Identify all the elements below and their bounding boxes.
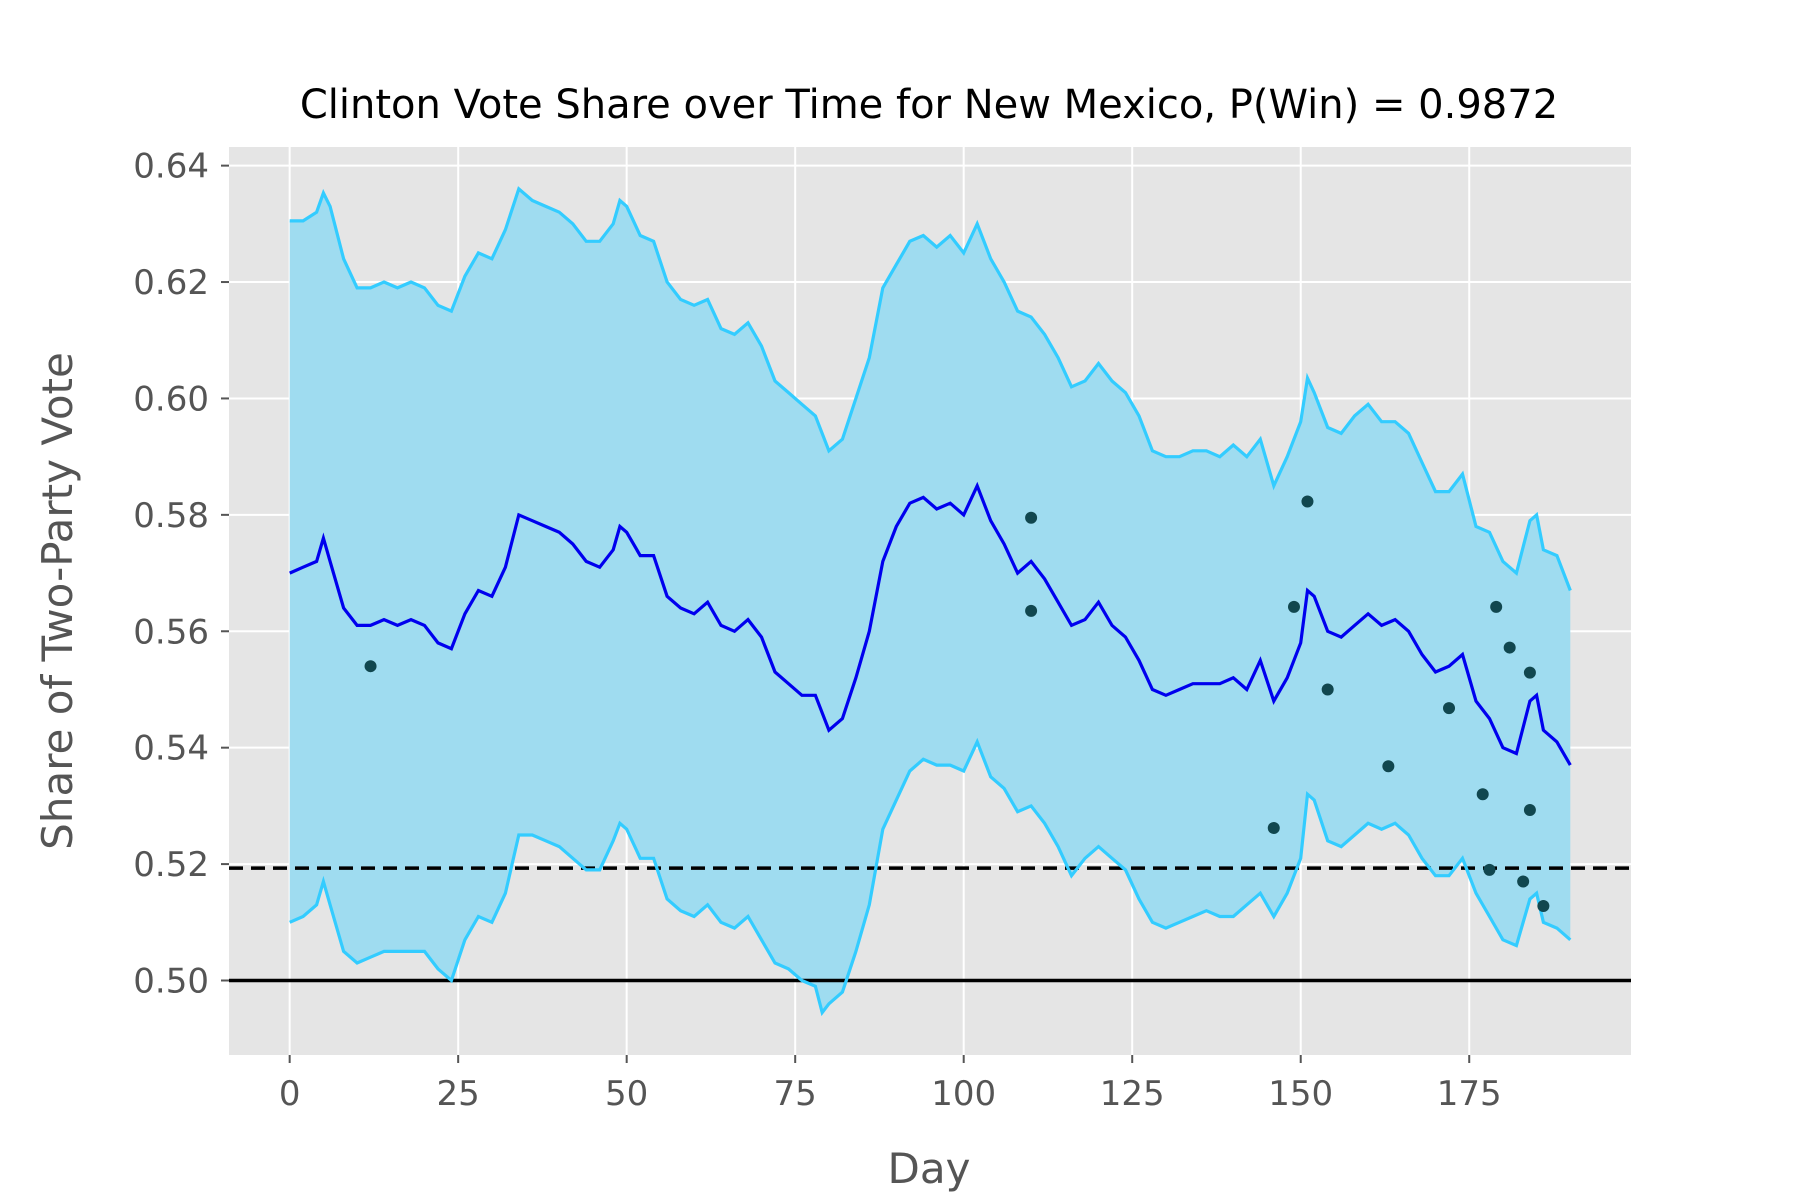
y-axis-label: Share of Two-Party Vote xyxy=(33,352,82,850)
poll-point xyxy=(1523,666,1536,679)
y-tick-label: 0.58 xyxy=(133,496,209,536)
x-tick-label: 100 xyxy=(931,1074,996,1114)
y-tick-label: 0.52 xyxy=(133,845,209,885)
poll-point xyxy=(1321,683,1334,696)
poll-point xyxy=(1025,511,1038,524)
y-tick-label: 0.64 xyxy=(133,147,209,187)
x-tick-label: 150 xyxy=(1268,1074,1333,1114)
mean-vote-share-line xyxy=(289,481,1572,766)
y-tick-label: 0.56 xyxy=(133,612,209,652)
poll-point xyxy=(1523,803,1536,816)
poll-point xyxy=(1267,822,1280,834)
x-tick-label: 0 xyxy=(279,1074,301,1114)
poll-point xyxy=(1443,702,1456,715)
x-tick-label: 75 xyxy=(774,1074,817,1114)
poll-point xyxy=(1537,899,1550,912)
poll-point xyxy=(1517,875,1530,888)
y-tick-label: 0.54 xyxy=(133,729,209,769)
poll-point xyxy=(1490,600,1503,613)
poll-points xyxy=(364,495,1550,912)
poll-point xyxy=(1287,600,1300,613)
poll-point xyxy=(1483,863,1496,876)
reference-lines xyxy=(229,866,1631,983)
poll-point xyxy=(1476,788,1489,801)
y-tick-label: 0.60 xyxy=(133,379,209,419)
poll-point xyxy=(1503,641,1516,654)
x-tick-label: 125 xyxy=(1100,1074,1165,1114)
upper-bound-line xyxy=(289,186,1572,592)
x-tick-label: 50 xyxy=(605,1074,648,1114)
x-axis-ticks: 0 25 50 75 100 125 150 175 xyxy=(279,1055,1502,1114)
poll-point xyxy=(1382,760,1395,773)
poll-point xyxy=(1025,604,1038,617)
chart-title: Clinton Vote Share over Time for New Mex… xyxy=(300,82,1558,128)
y-axis-ticks: 0.50 0.52 0.54 0.56 0.58 0.60 0.62 0.64 xyxy=(133,147,229,1001)
y-tick-label: 0.50 xyxy=(133,961,209,1001)
x-tick-label: 175 xyxy=(1437,1074,1502,1114)
confidence-band-fill xyxy=(289,188,1571,1013)
poll-point xyxy=(364,660,377,673)
x-axis-label: Day xyxy=(888,1144,971,1193)
poll-point xyxy=(1301,495,1314,508)
x-tick-label: 25 xyxy=(437,1074,480,1114)
lower-bound-line xyxy=(289,737,1572,1017)
y-tick-label: 0.62 xyxy=(133,263,209,303)
